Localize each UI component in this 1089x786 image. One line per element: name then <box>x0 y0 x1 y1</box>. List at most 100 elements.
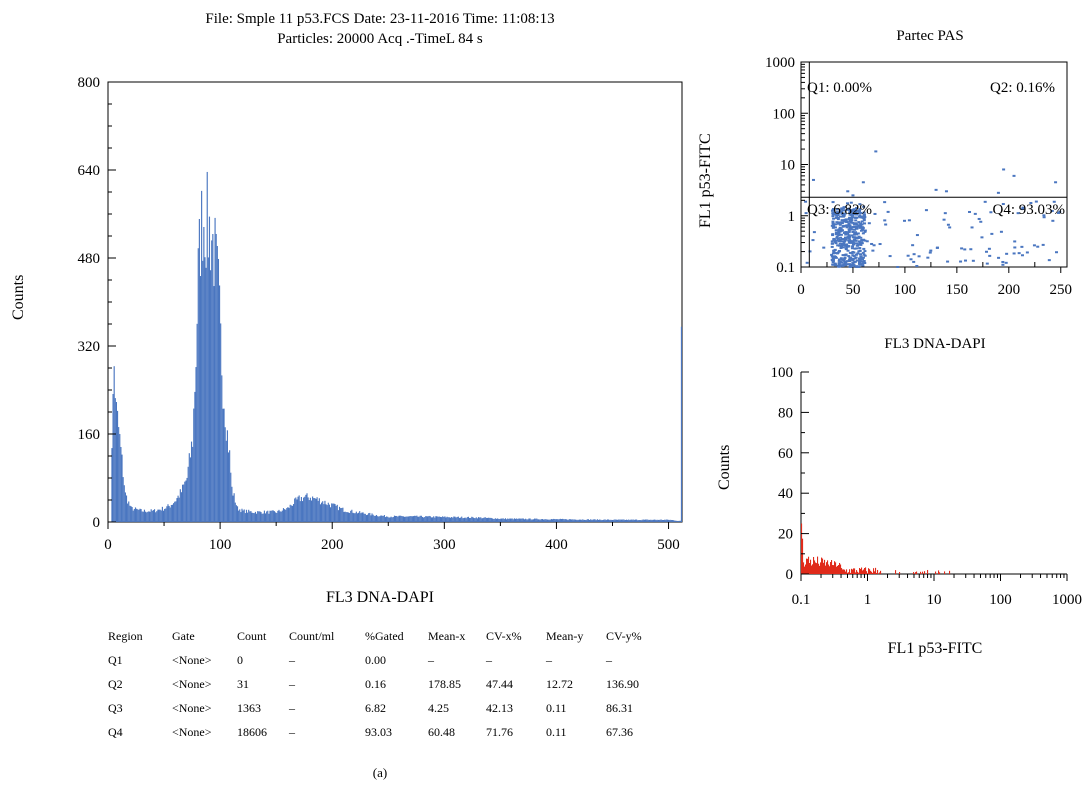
cell-gated: 93.03 <box>365 725 392 739</box>
histogram-bar <box>176 498 178 522</box>
histogram-bar <box>236 506 239 522</box>
header-cv-y: CV-y% <box>606 629 642 643</box>
histogram-bar <box>419 515 421 522</box>
histogram-bar <box>198 218 200 522</box>
histogram-bar <box>304 496 306 522</box>
histogram-bar <box>204 257 206 522</box>
histogram-bar <box>352 512 354 522</box>
histogram-bar <box>281 510 283 522</box>
histogram-bar <box>166 506 168 522</box>
histogram-bar <box>604 519 606 522</box>
histogram-bar <box>634 519 637 522</box>
histogram-bar <box>416 515 418 522</box>
histogram-bar <box>587 519 589 522</box>
histogram-bar <box>189 457 191 522</box>
histogram-bar <box>501 518 503 522</box>
histogram-bar <box>245 509 248 522</box>
region-stats-table: Region Gate Count Count/ml %Gated Mean-x… <box>108 629 648 749</box>
histogram-bar <box>434 517 436 522</box>
histogram-bar <box>548 519 550 522</box>
histogram-bar <box>207 257 209 522</box>
histogram-bar <box>114 398 116 522</box>
histogram-bar <box>143 509 146 522</box>
histogram-bar <box>503 519 505 522</box>
table-row: Q2 <None> 31 – 0.16 178.85 47.44 12.72 1… <box>108 677 648 701</box>
histogram-bar <box>202 260 204 522</box>
histogram-bar <box>271 510 273 522</box>
histogram-bar <box>337 510 339 522</box>
y-tick-label: 800 <box>78 75 101 91</box>
histogram-bar <box>255 513 258 522</box>
histogram-bar <box>603 519 605 522</box>
histogram-bar <box>516 518 518 522</box>
histogram-bar <box>160 510 162 522</box>
histogram-bar <box>288 508 290 522</box>
histogram-bar <box>301 501 304 522</box>
histogram-bar <box>455 517 457 522</box>
histogram-bar <box>662 519 665 522</box>
histogram-bar <box>338 506 341 522</box>
histogram-bar <box>158 509 160 522</box>
histogram-bar <box>368 513 370 522</box>
histogram-bar <box>127 503 129 522</box>
histogram-bar <box>210 270 212 522</box>
histogram-bar <box>192 446 194 522</box>
histogram-bar <box>555 519 557 522</box>
histogram-bar <box>147 511 149 522</box>
histogram-bar <box>504 518 507 522</box>
histogram-bar <box>585 519 587 522</box>
histogram-bar <box>679 520 681 522</box>
histogram-bar <box>335 505 337 522</box>
histogram-bar <box>476 518 478 522</box>
header-region: Region <box>108 629 143 643</box>
histogram-bar <box>392 517 394 522</box>
histogram-bar <box>658 520 660 522</box>
histogram-bar <box>630 519 632 522</box>
figure-caption: (a) <box>372 765 388 780</box>
histogram-bar <box>400 515 402 522</box>
histogram-bar <box>659 519 661 522</box>
histogram-bar <box>567 519 569 522</box>
histogram-bar <box>618 519 620 522</box>
histogram-bar <box>315 498 317 522</box>
histogram-bar <box>484 517 486 522</box>
histogram-bar <box>233 493 235 522</box>
histogram-bar <box>519 518 521 522</box>
histogram-bar <box>309 497 311 522</box>
histogram-bar <box>369 512 371 522</box>
cell-count-ml: – <box>289 725 295 739</box>
histogram-bar <box>462 518 464 522</box>
histogram-bar <box>393 515 396 522</box>
histogram-bar <box>272 510 274 522</box>
histogram-bar <box>232 495 234 522</box>
histogram-bar <box>611 519 613 522</box>
histogram-bar <box>128 501 130 522</box>
histogram-bar <box>146 512 148 522</box>
histogram-bar <box>599 519 601 522</box>
histogram-bar <box>595 520 597 522</box>
histogram-bar <box>657 519 659 522</box>
histogram-bar <box>528 518 530 522</box>
histogram-bar <box>165 508 167 522</box>
histogram-bar <box>386 516 388 522</box>
histogram-bar <box>596 519 598 522</box>
histogram-bar <box>332 503 334 522</box>
histogram-bar <box>408 516 410 522</box>
histogram-bar <box>361 512 363 522</box>
cell-gate: <None> <box>172 677 212 691</box>
y-tick-label: 0 <box>93 515 101 531</box>
histogram-bar <box>629 520 631 522</box>
histogram-bar <box>140 509 142 522</box>
histogram-bar <box>497 518 499 522</box>
histogram-bar <box>522 518 524 522</box>
histogram-bar <box>568 519 570 522</box>
x-tick-label: 100 <box>209 537 232 553</box>
histogram-bar <box>414 515 416 522</box>
histogram-bar <box>382 515 384 522</box>
histogram-bar <box>425 516 427 522</box>
histogram-bar <box>597 519 600 522</box>
histogram-bar <box>118 427 120 522</box>
histogram-bar <box>666 519 668 522</box>
cell-cv-y: 136.90 <box>606 677 639 691</box>
histogram-bar <box>675 520 677 522</box>
